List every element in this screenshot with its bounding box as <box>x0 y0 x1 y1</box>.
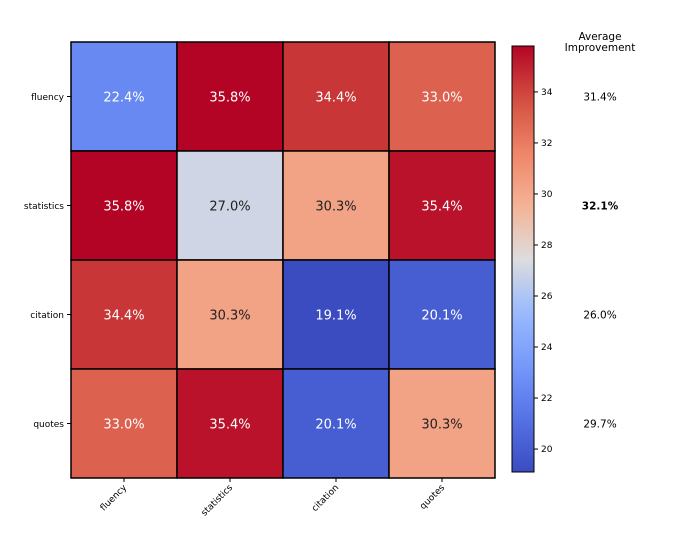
cell-label-statistics-citation: 30.3% <box>315 200 356 215</box>
heatmap-cells <box>70 41 496 479</box>
colorbar-tick-label-30: 30 <box>541 190 553 200</box>
row-label-quotes: quotes <box>33 420 64 430</box>
cell-label-statistics-statistics: 27.0% <box>209 200 250 215</box>
average-title-line2: Improvement <box>565 42 636 54</box>
colorbar-tick-label-28: 28 <box>541 241 553 251</box>
heatmap-cell-fluency-fluency <box>70 41 178 152</box>
colorbar-gradient <box>511 45 535 473</box>
cell-label-fluency-statistics: 35.8% <box>209 91 250 106</box>
colorbar-tick-label-24: 24 <box>541 343 553 353</box>
colorbar-tick-label-32: 32 <box>541 139 552 149</box>
average-column: Average Improvement 31.4% 32.1% 26.0% 29.7% <box>565 31 636 431</box>
heatmap-cell-citation-statistics <box>176 259 284 370</box>
row-label-citation: citation <box>30 311 64 321</box>
heatmap-cell-fluency-quotes <box>388 41 496 152</box>
row-tick-labels: fluency statistics citation quotes <box>24 93 71 430</box>
cell-label-quotes-quotes: 30.3% <box>421 418 462 433</box>
cell-label-fluency-citation: 34.4% <box>315 91 356 106</box>
colorbar-tick-label-20: 20 <box>541 445 553 455</box>
cell-label-quotes-citation: 20.1% <box>315 418 356 433</box>
average-quotes: 29.7% <box>583 419 616 431</box>
average-fluency: 31.4% <box>583 92 616 104</box>
heatmap-cell-citation-quotes <box>388 259 496 370</box>
column-tick-labels: fluency statistics citation quotes <box>99 478 447 519</box>
col-label-fluency: fluency <box>99 483 130 514</box>
colorbar-tick-label-34: 34 <box>541 88 553 98</box>
cell-label-citation-fluency: 34.4% <box>103 309 144 324</box>
cell-label-fluency-fluency: 22.4% <box>103 91 144 106</box>
heatmap-cell-statistics-statistics <box>176 150 284 261</box>
col-label-citation: citation <box>310 483 341 514</box>
heatmap-cell-fluency-citation <box>282 41 390 152</box>
cell-label-citation-quotes: 20.1% <box>421 309 462 324</box>
average-citation: 26.0% <box>583 310 616 322</box>
col-label-quotes: quotes <box>418 483 447 512</box>
cell-label-statistics-quotes: 35.4% <box>421 200 462 215</box>
colorbar: 20 22 24 26 28 30 32 34 <box>511 45 553 473</box>
colorbar-tick-label-26: 26 <box>541 292 553 302</box>
heatmap-cell-labels: 22.4% 35.8% 34.4% 33.0% 35.8% 27.0% 30.3% 35.4%… <box>103 91 462 433</box>
cell-label-quotes-fluency: 33.0% <box>103 418 144 433</box>
average-title-line1: Average <box>578 31 621 43</box>
average-statistics: 32.1% <box>582 201 619 213</box>
row-label-fluency: fluency <box>31 93 65 103</box>
heatmap-cell-quotes-statistics <box>176 368 284 479</box>
col-label-statistics: statistics <box>200 483 236 519</box>
cell-label-statistics-fluency: 35.8% <box>103 200 144 215</box>
heatmap-cell-quotes-quotes <box>388 368 496 479</box>
cell-label-fluency-quotes: 33.0% <box>421 91 462 106</box>
heatmap-cell-statistics-quotes <box>388 150 496 261</box>
cell-label-citation-citation: 19.1% <box>315 309 356 324</box>
heatmap-cell-fluency-statistics <box>176 41 284 152</box>
cell-label-citation-statistics: 30.3% <box>209 309 250 324</box>
row-label-statistics: statistics <box>24 202 64 212</box>
cell-label-quotes-statistics: 35.4% <box>209 418 250 433</box>
colorbar-tick-label-22: 22 <box>541 394 552 404</box>
